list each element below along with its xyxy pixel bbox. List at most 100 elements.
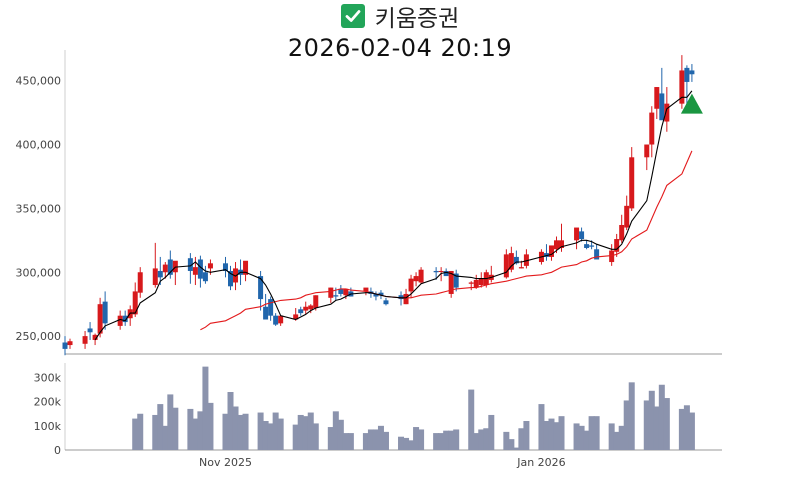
volume-bar: [312, 423, 319, 450]
candle-body: [293, 314, 299, 320]
volume-bar: [192, 418, 199, 450]
ma-short-line: [94, 90, 693, 341]
candle-body: [664, 103, 670, 122]
volume-bar: [678, 408, 685, 450]
candle-body: [82, 336, 88, 344]
candle-body: [333, 295, 339, 297]
volume-bar: [382, 431, 389, 450]
volume-bar: [187, 408, 194, 450]
volume-bar: [327, 427, 334, 450]
volume-bar: [207, 402, 214, 450]
candle-body: [152, 268, 158, 286]
volume-bar: [613, 431, 620, 450]
volume-bar: [548, 418, 555, 450]
chart-subtitle: 2026-02-04 20:19: [287, 34, 513, 62]
volume-bar: [222, 413, 229, 450]
candle-body: [308, 305, 314, 310]
candle-body: [243, 260, 249, 275]
candle-body: [172, 260, 178, 273]
volume-bar: [488, 414, 495, 450]
volume-bar: [588, 416, 595, 450]
candle-body: [408, 278, 414, 292]
volume-bar: [418, 429, 425, 450]
candle-body: [313, 295, 319, 309]
candle-body: [162, 264, 168, 273]
candle-body: [363, 287, 369, 292]
volume-bar: [538, 404, 545, 450]
volume-bar: [448, 430, 455, 450]
x-tick-label: Jan 2026: [516, 456, 565, 469]
buy-signal-marker: [680, 93, 703, 114]
candle-body: [192, 267, 198, 275]
volume-bar: [342, 433, 349, 450]
volume-bar: [157, 404, 164, 450]
volume-bar: [573, 423, 580, 450]
candle-body: [343, 288, 349, 296]
volume-panel: 0 100k 200k 300k: [34, 363, 722, 457]
candle-body: [594, 249, 600, 260]
volume-bar: [503, 431, 510, 450]
volume-bar: [257, 412, 264, 450]
candle-body: [644, 144, 650, 158]
candle-body: [273, 315, 279, 325]
volume-bar: [663, 398, 670, 450]
candle-body: [579, 231, 585, 240]
candle-body: [403, 293, 409, 305]
volume-bar: [232, 406, 239, 450]
volume-bar: [137, 413, 144, 450]
x-tick-label: Nov 2025: [199, 456, 252, 469]
candle-body: [478, 278, 484, 286]
price-panel: 250,000 300,000 350,000 400,000 450,000: [16, 50, 722, 356]
chart-title-area: 키움증권 2026-02-04 20:19: [0, 0, 800, 64]
candle-body: [629, 157, 635, 209]
volume-bar: [443, 430, 450, 450]
volume-bar: [162, 425, 169, 450]
candle-body: [67, 341, 73, 346]
volume-bar: [267, 423, 274, 450]
candle-body: [303, 306, 309, 311]
volume-bar: [518, 428, 525, 450]
candle-body: [62, 342, 68, 349]
candle-body: [574, 227, 580, 241]
candle-body: [137, 272, 143, 293]
volume-bar: [593, 416, 600, 450]
volume-bar: [453, 429, 460, 450]
candle-body: [584, 244, 590, 248]
candle-body: [298, 309, 304, 314]
ma-long-line: [200, 150, 693, 331]
candle-body: [508, 253, 514, 270]
volume-bar: [483, 428, 490, 450]
volume-bar: [433, 433, 440, 450]
candle-body: [448, 270, 454, 294]
volume-bar: [413, 427, 420, 450]
candle-body: [614, 239, 620, 252]
candle-body: [543, 253, 549, 257]
volume-bar: [478, 429, 485, 450]
chart-title: 키움증권: [0, 2, 800, 32]
candle-body: [373, 293, 379, 297]
volume-bar: [362, 433, 369, 450]
volume-bar: [438, 433, 445, 450]
candle-body: [328, 287, 334, 298]
candle-body: [202, 272, 208, 282]
price-y-tick-label: 400,000: [16, 139, 62, 152]
volume-bar: [202, 366, 209, 450]
volume-bar: [307, 412, 314, 450]
volume-y-tick-label: 200k: [34, 396, 62, 409]
candle-body: [122, 315, 128, 323]
volume-bar: [403, 437, 410, 450]
volume-bar: [332, 411, 339, 450]
volume-bar: [583, 430, 590, 450]
volume-bar: [367, 429, 374, 450]
volume-bar: [337, 419, 344, 450]
candle-body: [659, 93, 665, 121]
candle-body: [589, 245, 595, 247]
candle-body: [157, 270, 163, 278]
volume-bar: [558, 416, 565, 450]
candle-body: [338, 288, 344, 294]
volume-bar: [653, 406, 660, 450]
candle-body: [228, 270, 234, 287]
volume-bar: [513, 447, 520, 450]
candle-body: [684, 67, 690, 82]
